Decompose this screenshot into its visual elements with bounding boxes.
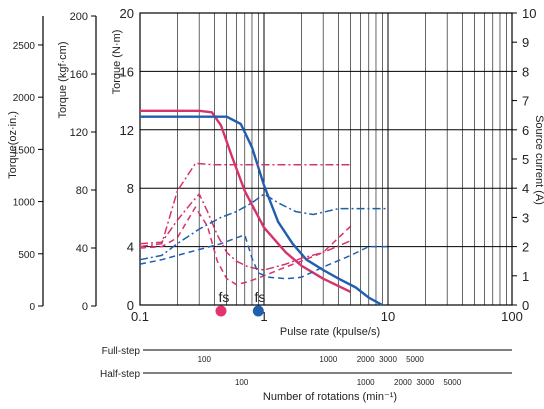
y-tick-label-current: 5: [522, 152, 529, 167]
fs-marker-blue: [252, 305, 264, 317]
y-tick-label-ozin: 500: [18, 250, 35, 261]
x-tick-label: 100: [501, 309, 523, 324]
y-tick-label-nm: 12: [120, 123, 134, 138]
half-step-tick-label: 5000: [443, 378, 461, 387]
full-step-tick-label: 100: [198, 355, 212, 364]
x-tick-label: 10: [381, 309, 395, 324]
half-step-tick-label: 3000: [416, 378, 434, 387]
plot-frame: [139, 12, 513, 306]
fs-label-blue: fs: [255, 289, 266, 305]
y-tick-label-kgfcm: 200: [70, 11, 88, 23]
series-line-1: [140, 109, 352, 293]
y-tick-label-nm: 20: [120, 6, 134, 21]
half-step-label: Half-step: [100, 369, 140, 380]
y-tick-label-nm: 0: [127, 298, 134, 313]
y-tick-label-current: 8: [522, 64, 529, 79]
y-tick-label-ozin: 2000: [13, 93, 36, 104]
y-tick-label-current: 2: [522, 240, 529, 255]
y-tick-label-current: 3: [522, 210, 529, 225]
y-tick-label-kgfcm: 160: [70, 69, 88, 81]
y-tick-label-current: 4: [522, 181, 529, 196]
y-tick-label-current: 7: [522, 94, 529, 109]
x-tick-label: 1: [260, 309, 267, 324]
half-step-tick-label: 1000: [357, 378, 375, 387]
x-axis-label: Pulse rate (kpulse/s): [280, 326, 380, 338]
y-tick-label-current: 10: [522, 6, 536, 21]
axes: 0.1 1 10 1000481216200123456789100408012016…: [13, 6, 536, 374]
y-tick-label-kgfcm: 0: [82, 301, 88, 313]
series-line-4: [139, 162, 351, 248]
series-line-2: [140, 115, 383, 307]
full-step-label: Full-step: [102, 346, 141, 357]
full-step-tick-label: 2000: [357, 355, 375, 364]
y-axis-label-current: Source current (A): [533, 115, 544, 205]
x-tick-label: 0.1: [131, 309, 149, 324]
y-tick-label-current: 0: [522, 298, 529, 313]
y-tick-label-ozin: 1500: [13, 145, 36, 156]
y-axis-label-kgfcm: Torque (kgf·cm): [57, 41, 69, 118]
y-tick-label-ozin: 1000: [13, 198, 36, 209]
full-step-tick-label: 1000: [319, 355, 337, 364]
y-tick-label-kgfcm: 120: [70, 127, 88, 139]
series-line-3: [139, 193, 351, 271]
fs-marker-pink: [215, 305, 227, 317]
series-line-6: [139, 193, 388, 261]
y-axis-label-nm: Torque (N·m): [111, 30, 123, 95]
full-step-tick-label: 5000: [406, 355, 424, 364]
full-step-tick-label: 3000: [379, 355, 397, 364]
rotation-axis-label: Number of rotations (min⁻¹): [263, 391, 397, 403]
y-tick-label-current: 1: [522, 269, 529, 284]
y-tick-label-current: 6: [522, 123, 529, 138]
y-tick-label-current: 9: [522, 35, 529, 50]
y-tick-label-kgfcm: 80: [76, 185, 88, 197]
half-step-tick-label: 2000: [394, 378, 412, 387]
y-tick-label-nm: 16: [120, 64, 134, 79]
y-tick-label-ozin: 0: [29, 302, 35, 313]
y-tick-label-ozin: 2500: [13, 41, 36, 52]
labels: Pulse rate (kpulse/s) Torque (N·m) Torqu…: [7, 30, 544, 403]
y-tick-label-nm: 8: [127, 181, 134, 196]
series-line-7: [139, 234, 388, 280]
series-layer: [139, 109, 388, 317]
y-axis-label-ozin: Torque(oz·in.): [7, 111, 19, 179]
y-tick-label-kgfcm: 40: [76, 243, 88, 255]
series-line-5: [139, 206, 352, 286]
half-step-tick-label: 100: [235, 378, 249, 387]
grid-lines: [140, 13, 512, 305]
fs-label-pink: fs: [219, 289, 230, 305]
y-tick-label-nm: 4: [127, 240, 134, 255]
